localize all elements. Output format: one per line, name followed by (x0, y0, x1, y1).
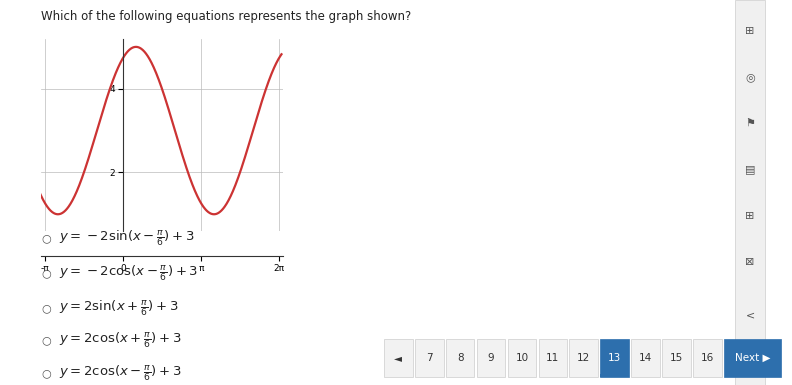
Text: $y = 2\sin(x + \frac{\pi}{6}) + 3$: $y = 2\sin(x + \frac{\pi}{6}) + 3$ (59, 298, 179, 318)
Text: ⚑: ⚑ (745, 118, 755, 128)
Text: ○: ○ (41, 368, 51, 378)
Text: 11: 11 (546, 353, 559, 363)
Text: $y = -2\cos(x - \frac{\pi}{6}) + 3$: $y = -2\cos(x - \frac{\pi}{6}) + 3$ (59, 264, 199, 283)
Text: ○: ○ (41, 268, 51, 278)
Text: <: < (745, 311, 755, 321)
Text: $y = 2\cos(x + \frac{\pi}{6}) + 3$: $y = 2\cos(x + \frac{\pi}{6}) + 3$ (59, 331, 182, 350)
Text: ◎: ◎ (745, 72, 755, 82)
Text: ⊞: ⊞ (745, 26, 755, 36)
Text: ○: ○ (41, 303, 51, 313)
Text: 7: 7 (426, 353, 432, 363)
Text: 10: 10 (516, 353, 528, 363)
Text: Next ▶: Next ▶ (735, 353, 770, 363)
Text: 15: 15 (670, 353, 683, 363)
Text: 16: 16 (701, 353, 714, 363)
Text: 9: 9 (488, 353, 494, 363)
Text: 13: 13 (608, 353, 621, 363)
Text: 12: 12 (577, 353, 590, 363)
Text: 8: 8 (457, 353, 463, 363)
Text: ○: ○ (41, 336, 51, 346)
Text: 14: 14 (639, 353, 652, 363)
Text: ○: ○ (41, 234, 51, 244)
Text: ▤: ▤ (744, 164, 756, 174)
Text: ⊞: ⊞ (745, 211, 755, 221)
Text: ⊠: ⊠ (745, 257, 755, 267)
Text: $y = -2\sin(x - \frac{\pi}{6}) + 3$: $y = -2\sin(x - \frac{\pi}{6}) + 3$ (59, 229, 195, 248)
Text: $y = 2\cos(x - \frac{\pi}{6}) + 3$: $y = 2\cos(x - \frac{\pi}{6}) + 3$ (59, 364, 182, 383)
Text: Which of the following equations represents the graph shown?: Which of the following equations represe… (41, 10, 411, 23)
Text: ◄: ◄ (394, 353, 402, 363)
